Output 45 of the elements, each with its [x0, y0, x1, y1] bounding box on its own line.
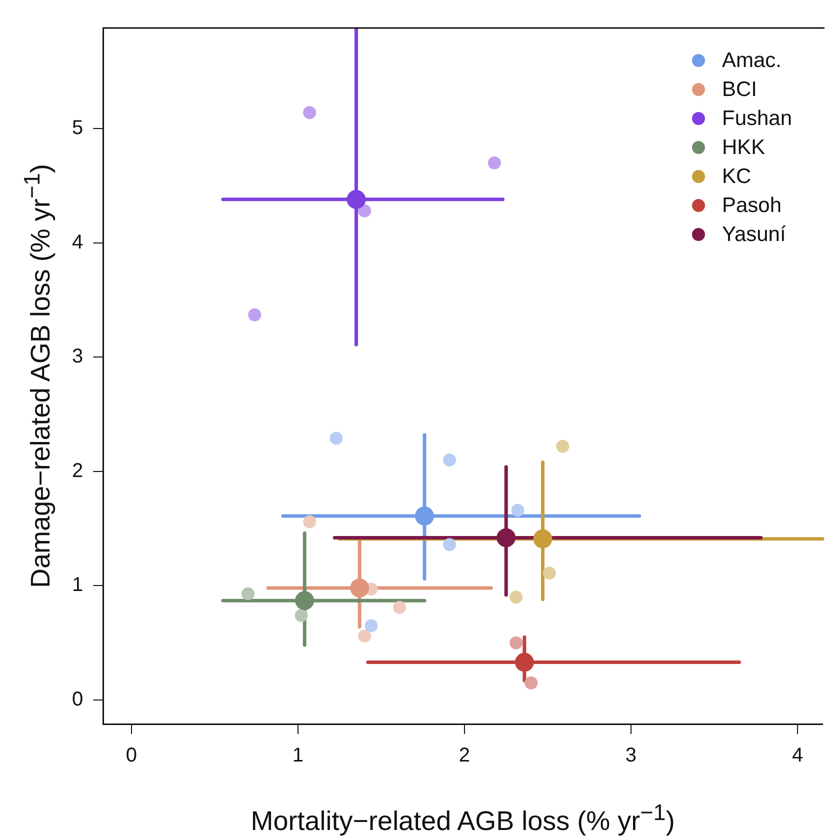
legend-label: BCI [722, 78, 758, 102]
point [294, 608, 308, 622]
x-tick-label: 3 [625, 744, 637, 767]
legend-label: Pasoh [722, 194, 782, 218]
point [393, 600, 406, 614]
y-tick-label: 1 [72, 574, 84, 596]
point [364, 619, 378, 632]
point [303, 515, 316, 528]
point [248, 308, 262, 322]
legend-label: Amac. [722, 48, 782, 72]
point [350, 578, 370, 598]
x-axis-title: Mortality−related AGB loss (% yr$^{−1}$) [250, 800, 675, 837]
point [488, 156, 501, 170]
point [556, 440, 570, 453]
x-tick-label: 2 [458, 744, 470, 767]
point [358, 630, 372, 642]
point [524, 676, 538, 690]
x-tick-label: 0 [126, 744, 137, 767]
x-tick-label: 4 [792, 744, 804, 767]
point [415, 506, 434, 526]
point [542, 566, 556, 580]
point [295, 591, 314, 610]
legend-label: HKK [722, 136, 766, 160]
point [358, 204, 372, 218]
point [303, 106, 316, 120]
y-tick-label: 0 [72, 688, 84, 711]
point [242, 587, 254, 600]
point [442, 454, 456, 466]
legend-label: KC [722, 164, 752, 188]
point [510, 590, 523, 604]
point [330, 432, 343, 445]
y-tick-label: 4 [72, 231, 84, 254]
y-tick-label: 3 [72, 346, 84, 368]
point [346, 190, 366, 209]
point [533, 529, 552, 548]
point [442, 538, 456, 552]
legend-label: Yasuní [722, 222, 786, 246]
point [511, 504, 524, 517]
y-tick-label: 5 [72, 117, 84, 140]
legend-label: Fushan [722, 106, 792, 130]
y-tick-label: 2 [72, 460, 84, 482]
point [510, 636, 523, 650]
point [514, 652, 534, 672]
x-tick-label: 1 [292, 744, 304, 767]
point [496, 528, 516, 548]
